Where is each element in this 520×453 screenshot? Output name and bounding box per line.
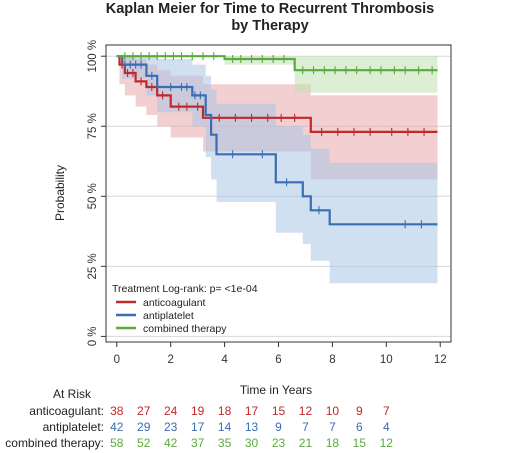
risk-count: 37 [191, 436, 205, 450]
x-axis: 0 2 4 6 8 10 12 [114, 342, 447, 366]
legend-label-1: antiplatelet [143, 310, 194, 322]
x-tick-label: 0 [114, 354, 120, 366]
risk-count: 15 [353, 436, 367, 450]
risk-count: 14 [218, 420, 232, 434]
x-tick-label: 10 [380, 354, 393, 366]
x-tick-label: 8 [329, 354, 335, 366]
y-tick-label: 50 % [87, 183, 99, 209]
x-tick-label: 12 [434, 354, 447, 366]
confidence-bands [116, 56, 438, 284]
risk-count: 7 [383, 404, 390, 418]
survival-curve-2 [116, 55, 438, 72]
x-tick-label: 4 [221, 354, 228, 366]
risk-count: 13 [245, 420, 259, 434]
risk-count: 6 [356, 420, 363, 434]
risk-count: 58 [110, 436, 124, 450]
risk-count: 7 [329, 420, 336, 434]
risk-count: 30 [245, 436, 259, 450]
risk-count: 12 [299, 404, 313, 418]
risk-count: 23 [164, 420, 178, 434]
chart-title-line1: Kaplan Meier for Time to Recurrent Throm… [106, 1, 434, 17]
chart-title-line2: by Therapy [231, 18, 308, 34]
risk-row-label-2: combined therapy: [5, 436, 104, 450]
risk-count: 42 [110, 420, 124, 434]
risk-count: 42 [164, 436, 178, 450]
risk-count: 35 [218, 436, 232, 450]
y-tick-label: 0 % [87, 326, 99, 346]
legend-label-2: combined therapy [143, 323, 227, 335]
risk-count: 27 [137, 404, 151, 418]
confidence-band-1 [116, 56, 438, 284]
risk-table-title: At Risk [53, 387, 92, 401]
risk-count: 12 [380, 436, 394, 450]
risk-count: 38 [110, 404, 124, 418]
risk-count: 7 [302, 420, 309, 434]
risk-count: 18 [326, 436, 340, 450]
risk-count: 24 [164, 404, 178, 418]
risk-count: 21 [299, 436, 313, 450]
risk-count: 17 [191, 420, 205, 434]
risk-count: 9 [275, 420, 282, 434]
risk-count: 18 [218, 404, 232, 418]
risk-count: 52 [137, 436, 151, 450]
censor-marks [121, 52, 433, 229]
survival-curve-1 [116, 55, 438, 226]
x-tick-label: 2 [167, 354, 173, 366]
y-tick-label: 75 % [87, 113, 99, 139]
y-axis: 0 % 25 % 50 % 75 % 100 % [87, 40, 106, 346]
risk-count: 10 [326, 404, 340, 418]
risk-table: At Risk anticoagulant: 38 27 24 19 18 17 15 12 10… [5, 387, 393, 450]
confidence-band-2 [116, 56, 438, 93]
risk-count: 19 [191, 404, 205, 418]
y-axis-label: Probability [53, 165, 67, 221]
legend-label-0: anticoagulant [143, 297, 206, 309]
y-tick-label: 100 % [87, 40, 99, 73]
risk-count: 4 [383, 420, 390, 434]
risk-count: 15 [272, 404, 286, 418]
risk-row-label-1: antiplatelet: [43, 420, 104, 434]
risk-count: 23 [272, 436, 286, 450]
legend: Treatment Log-rank: p= <1e-04 anticoagul… [112, 283, 258, 335]
legend-title: Treatment Log-rank: p= <1e-04 [112, 283, 258, 295]
risk-count: 9 [356, 404, 363, 418]
x-tick-label: 6 [275, 354, 281, 366]
x-axis-label: Time in Years [240, 383, 312, 397]
y-tick-label: 25 % [87, 253, 99, 279]
risk-row-label-0: anticoagulant: [29, 404, 104, 418]
risk-count: 17 [245, 404, 259, 418]
risk-count: 29 [137, 420, 151, 434]
